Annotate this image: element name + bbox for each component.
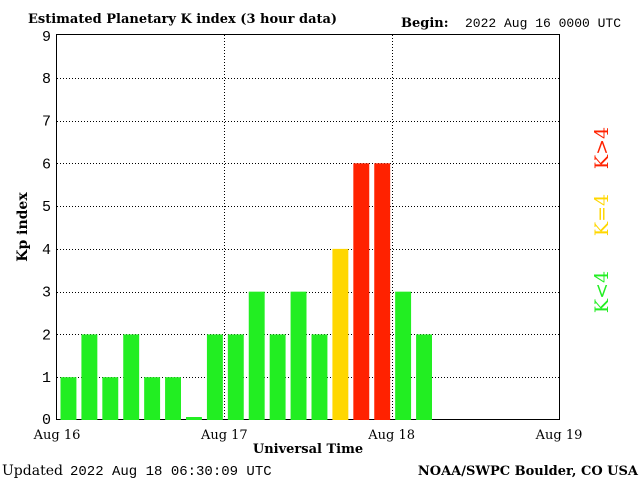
y-tick-label: 6 xyxy=(42,156,51,173)
kp-bar xyxy=(416,334,432,420)
kp-bar xyxy=(332,248,349,420)
updated-value: 2022 Aug 18 06:30:09 UTC xyxy=(70,464,272,480)
kp-bar xyxy=(123,334,140,420)
y-tick-label: 3 xyxy=(42,285,51,302)
kp-bar xyxy=(81,334,98,420)
kp-bar xyxy=(227,334,244,420)
chart-title: Estimated Planetary K index (3 hour data… xyxy=(28,12,337,27)
legend-high: K>4 xyxy=(591,127,613,169)
kp-bar xyxy=(353,163,370,421)
plot-frame xyxy=(56,34,560,420)
kp-bar xyxy=(206,334,223,420)
x-tick-label: Aug 18 xyxy=(367,428,415,443)
kp-bar xyxy=(290,291,307,420)
kp-bar xyxy=(374,163,391,421)
y-tick-label: 1 xyxy=(42,370,51,387)
legend-mid: K=4 xyxy=(591,194,613,236)
source-credit: NOAA/SWPC Boulder, CO USA xyxy=(418,464,639,479)
kp-bar xyxy=(248,291,265,420)
kp-bar xyxy=(395,291,412,420)
grid-lines xyxy=(57,35,559,420)
x-tick-labels: Aug 16 Aug 17 Aug 18 Aug 19 xyxy=(33,428,583,443)
kp-bar xyxy=(60,377,77,420)
y-tick-label: 8 xyxy=(42,71,51,88)
begin-label: Begin: xyxy=(401,16,449,31)
begin-value: 2022 Aug 16 0000 UTC xyxy=(465,16,621,31)
y-axis-label: Kp index xyxy=(15,192,31,262)
y-tick-label: 4 xyxy=(42,242,51,259)
y-tick-label: 9 xyxy=(42,29,51,46)
kp-bar xyxy=(269,334,286,420)
kp-bar xyxy=(186,417,202,420)
kp-bar xyxy=(165,377,181,420)
kp-bar xyxy=(144,377,161,420)
y-tick-label: 0 xyxy=(42,412,51,429)
x-tick-label: Aug 17 xyxy=(200,428,248,443)
x-tick-label: Aug 19 xyxy=(535,428,583,443)
bar-series xyxy=(60,163,432,421)
y-tick-labels: 0 1 2 3 4 5 6 7 8 9 xyxy=(42,29,51,429)
x-axis-label: Universal Time xyxy=(253,442,363,457)
y-tick-label: 2 xyxy=(42,327,51,344)
x-tick-label: Aug 16 xyxy=(33,428,81,443)
kp-bar xyxy=(102,377,119,420)
updated-label: Updated xyxy=(2,463,63,479)
kp-bar xyxy=(311,334,328,420)
y-tick-label: 7 xyxy=(42,114,51,131)
legend-low: K<4 xyxy=(591,271,613,313)
y-tick-label: 5 xyxy=(42,199,51,216)
